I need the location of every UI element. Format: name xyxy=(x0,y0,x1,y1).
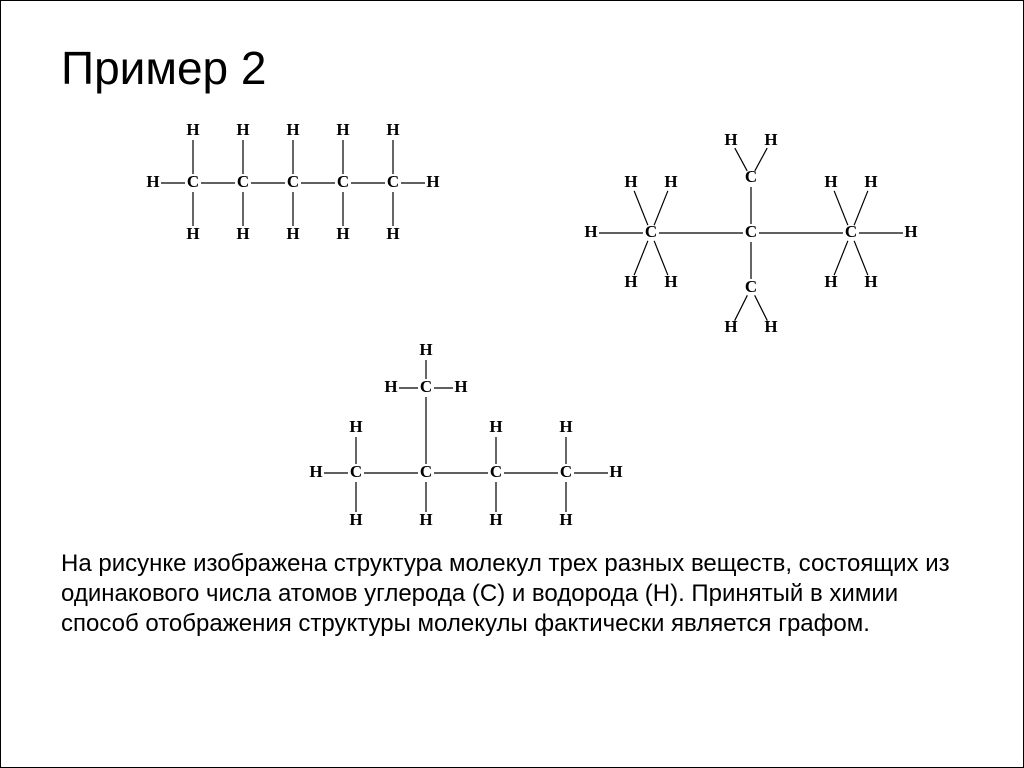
svg-text:H: H xyxy=(824,172,837,191)
svg-text:H: H xyxy=(186,224,199,243)
svg-text:C: C xyxy=(187,172,199,191)
svg-text:C: C xyxy=(287,172,299,191)
svg-text:H: H xyxy=(624,272,637,291)
svg-text:C: C xyxy=(745,222,757,241)
svg-text:C: C xyxy=(845,222,857,241)
svg-text:H: H xyxy=(384,377,397,396)
svg-text:H: H xyxy=(426,172,439,191)
svg-text:H: H xyxy=(489,417,502,436)
svg-text:H: H xyxy=(309,462,322,481)
svg-text:H: H xyxy=(664,272,677,291)
molecule-neopentane: HHCHHHHHCCCHHHCHHHH xyxy=(571,123,941,343)
svg-text:C: C xyxy=(350,462,362,481)
svg-text:H: H xyxy=(146,172,159,191)
svg-text:H: H xyxy=(236,120,249,139)
svg-text:C: C xyxy=(387,172,399,191)
svg-text:H: H xyxy=(864,272,877,291)
svg-text:H: H xyxy=(336,224,349,243)
svg-text:H: H xyxy=(559,417,572,436)
svg-text:C: C xyxy=(420,462,432,481)
svg-text:H: H xyxy=(186,120,199,139)
svg-text:C: C xyxy=(337,172,349,191)
svg-text:H: H xyxy=(724,317,737,336)
svg-text:H: H xyxy=(559,510,572,529)
svg-text:C: C xyxy=(237,172,249,191)
svg-text:H: H xyxy=(764,130,777,149)
slide: Пример 2 HHHHHHCCCCCHHHHHH HHCHHHHHCCCHH… xyxy=(0,0,1024,768)
svg-text:H: H xyxy=(286,224,299,243)
svg-text:C: C xyxy=(745,167,757,186)
svg-text:H: H xyxy=(419,340,432,359)
svg-text:H: H xyxy=(864,172,877,191)
svg-text:H: H xyxy=(664,172,677,191)
svg-text:H: H xyxy=(286,120,299,139)
svg-text:H: H xyxy=(349,417,362,436)
svg-text:H: H xyxy=(336,120,349,139)
svg-text:C: C xyxy=(560,462,572,481)
svg-text:H: H xyxy=(386,120,399,139)
svg-text:C: C xyxy=(490,462,502,481)
molecule-isopentane: HCHHHHHHCCCCHHHHH xyxy=(296,333,656,543)
svg-text:H: H xyxy=(489,510,502,529)
caption-text: На рисунке изображена структура молекул … xyxy=(61,549,963,639)
svg-text:H: H xyxy=(904,222,917,241)
svg-text:H: H xyxy=(349,510,362,529)
svg-text:C: C xyxy=(745,277,757,296)
molecule-n-pentane: H H H H H H C C C C C H H H H H H xyxy=(133,113,463,253)
svg-text:H: H xyxy=(386,224,399,243)
svg-text:H: H xyxy=(419,510,432,529)
svg-text:H: H xyxy=(236,224,249,243)
svg-text:H: H xyxy=(584,222,597,241)
svg-text:H: H xyxy=(609,462,622,481)
svg-text:H: H xyxy=(624,172,637,191)
svg-text:H: H xyxy=(824,272,837,291)
svg-text:H: H xyxy=(724,130,737,149)
diagrams-area: HHHHHHCCCCCHHHHHH HHCHHHHHCCCHHHCHHHH HC… xyxy=(61,113,963,543)
svg-text:H: H xyxy=(454,377,467,396)
slide-title: Пример 2 xyxy=(61,41,963,95)
svg-text:C: C xyxy=(420,377,432,396)
svg-text:H: H xyxy=(764,317,777,336)
svg-text:C: C xyxy=(645,222,657,241)
